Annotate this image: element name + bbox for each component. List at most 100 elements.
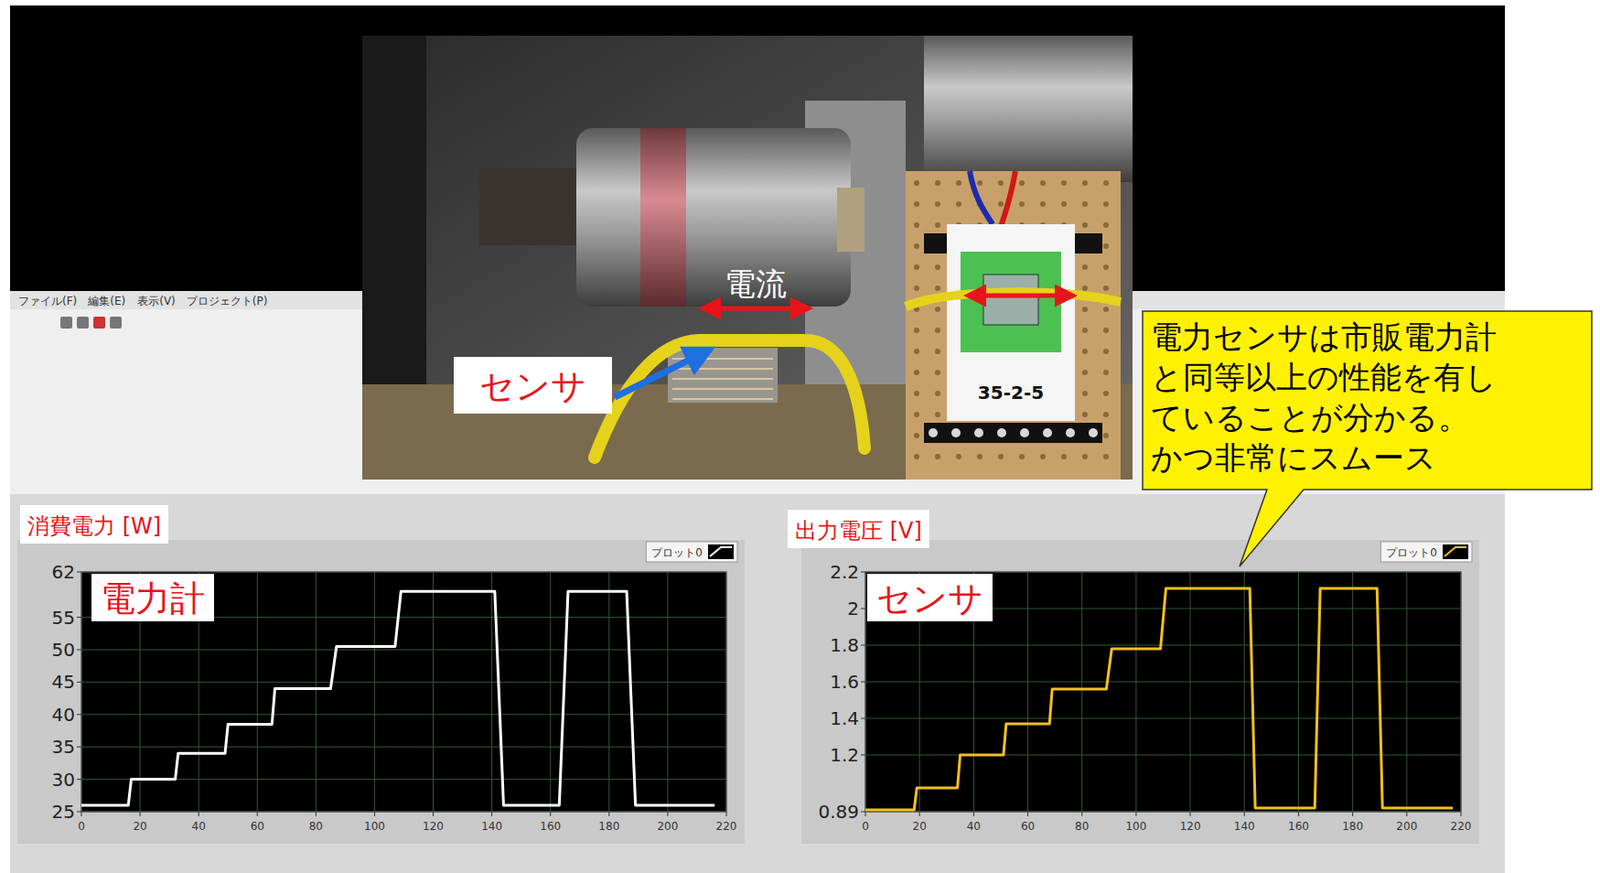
y-tick-label: 30 xyxy=(52,768,76,791)
hole xyxy=(1082,327,1088,333)
hole xyxy=(1103,222,1109,228)
x-tick-label: 140 xyxy=(1234,819,1256,833)
tick xyxy=(76,746,82,748)
grid-line xyxy=(257,571,258,812)
grid-line xyxy=(666,571,668,812)
tick xyxy=(860,571,866,573)
hole xyxy=(1103,327,1109,333)
pin xyxy=(1088,428,1098,438)
grid-line xyxy=(1406,571,1407,812)
hole xyxy=(1103,180,1109,186)
pin xyxy=(951,428,961,438)
hole xyxy=(998,201,1004,207)
tick xyxy=(139,811,141,817)
tick xyxy=(726,811,728,817)
hole xyxy=(1103,348,1109,355)
photo xyxy=(362,35,1144,480)
legend-swatch xyxy=(709,547,732,557)
tick xyxy=(432,811,434,817)
x-tick-label: 220 xyxy=(716,819,738,833)
callout-text: かつ非常にスムース xyxy=(1150,439,1437,476)
chart: 2530354045505562020406080100120140160180… xyxy=(17,504,745,844)
tick xyxy=(865,811,867,817)
hole xyxy=(934,369,941,376)
label-box xyxy=(20,504,169,544)
x-tick-label: 200 xyxy=(656,819,678,833)
hole xyxy=(913,201,920,207)
grid-line xyxy=(432,571,434,812)
hole xyxy=(1082,201,1088,207)
hole xyxy=(934,390,941,397)
plot-area xyxy=(865,571,1461,812)
photo-content xyxy=(362,35,1133,480)
grid-line xyxy=(865,681,1461,683)
toolbar-icon xyxy=(60,316,73,329)
grid-line xyxy=(81,778,727,780)
tick xyxy=(76,681,82,683)
x-tick-label: 20 xyxy=(912,819,927,833)
grid-line xyxy=(1190,571,1192,812)
data-line xyxy=(865,588,1453,810)
x-tick-label: 20 xyxy=(132,819,147,833)
hole xyxy=(934,264,941,270)
x-tick-label: 60 xyxy=(1020,819,1035,833)
hole xyxy=(913,432,920,439)
tick xyxy=(860,718,866,720)
x-tick-label: 40 xyxy=(966,819,981,833)
hole xyxy=(1019,201,1025,207)
y-tick-label: 25 xyxy=(52,800,76,823)
x-tick-label: 80 xyxy=(1074,819,1089,833)
pin xyxy=(1020,428,1030,438)
hole xyxy=(1040,453,1046,460)
hole xyxy=(1103,432,1109,439)
tick xyxy=(491,811,493,817)
hole xyxy=(1082,369,1088,376)
y-tick-label: 2.2 xyxy=(829,560,860,583)
hole xyxy=(1103,243,1109,249)
callout-text: と同等以上の性能を有し xyxy=(1150,358,1497,396)
chip xyxy=(960,251,1062,353)
legend-swatch xyxy=(1444,547,1467,557)
legend-swatch-bg xyxy=(1442,544,1469,559)
hole xyxy=(1019,180,1025,186)
grid-line xyxy=(1081,571,1083,812)
tick xyxy=(1352,811,1354,817)
grid-line xyxy=(81,713,727,715)
current-arrow xyxy=(967,293,1074,299)
canvas: ファイル(F)編集(E)表示(V)プロジェクト(P)35-2-5電流センサ253… xyxy=(0,0,1600,873)
y-tick-label: 45 xyxy=(52,670,76,693)
callout-text: ていることが分かる。 xyxy=(1150,398,1470,436)
title-box xyxy=(867,573,993,622)
tick xyxy=(81,811,83,817)
chip-trace xyxy=(672,387,774,390)
tick xyxy=(1027,811,1029,817)
x-tick-label: 60 xyxy=(250,819,265,833)
tick xyxy=(608,811,610,817)
tick xyxy=(76,811,82,813)
current-label: 電流 xyxy=(724,265,787,302)
hole xyxy=(913,453,920,460)
hole xyxy=(934,453,941,460)
tick xyxy=(973,811,975,817)
y-tick-label: 50 xyxy=(52,638,76,661)
grid-line xyxy=(1352,571,1354,812)
tick xyxy=(1406,811,1407,817)
x-tick-label: 200 xyxy=(1395,819,1418,833)
plot-area xyxy=(81,571,727,812)
y-tick-label: 40 xyxy=(52,703,76,726)
x-tick-label: 40 xyxy=(192,819,206,833)
grid-line xyxy=(1027,571,1029,812)
hole xyxy=(934,222,941,228)
axis-title: 消費電力 [W] xyxy=(27,513,162,539)
hole xyxy=(1082,411,1088,418)
hole xyxy=(934,327,941,333)
wire xyxy=(905,291,1121,307)
x-tick-label: 220 xyxy=(1450,819,1472,833)
toolbar-icon xyxy=(76,316,89,329)
toolbar-icon xyxy=(109,316,122,329)
hole xyxy=(1103,306,1109,312)
module xyxy=(946,224,1075,421)
x-tick-label: 0 xyxy=(861,819,870,833)
hole xyxy=(913,348,920,355)
hole xyxy=(913,243,920,249)
